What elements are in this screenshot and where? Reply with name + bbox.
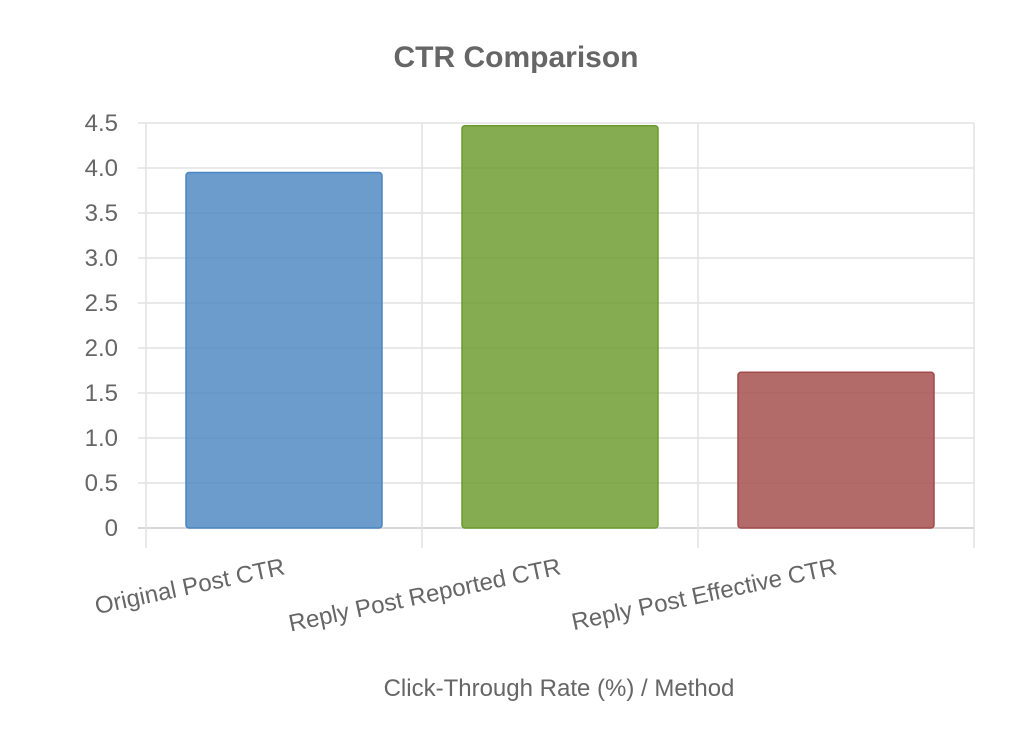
bars <box>185 124 935 529</box>
bar <box>185 171 383 529</box>
y-tick-label: 3.0 <box>85 245 118 272</box>
y-tick-label: 0 <box>105 515 118 542</box>
x-tick-label: Reply Post Reported CTR <box>286 553 563 637</box>
y-axis-ticks: 0 0.5 1.0 1.5 2.0 2.5 3.0 3.5 4.0 4.5 <box>85 110 118 542</box>
bar <box>737 371 935 529</box>
y-tick-label: 4.0 <box>85 155 118 182</box>
y-tick-label: 1.5 <box>85 380 118 407</box>
y-tick-label: 0.5 <box>85 470 118 497</box>
y-tick-label: 1.0 <box>85 425 118 452</box>
x-axis-title: Click-Through Rate (%) / Method <box>384 675 735 702</box>
y-tick-label: 2.0 <box>85 335 118 362</box>
chart-title: CTR Comparison <box>393 41 638 74</box>
y-tick-label: 3.5 <box>85 200 118 227</box>
y-tick-label: 2.5 <box>85 290 118 317</box>
x-tick-label: Original Post CTR <box>92 553 287 620</box>
bar <box>461 124 659 529</box>
y-tick-label: 4.5 <box>85 110 118 137</box>
x-tick-label: Reply Post Effective CTR <box>569 553 839 636</box>
